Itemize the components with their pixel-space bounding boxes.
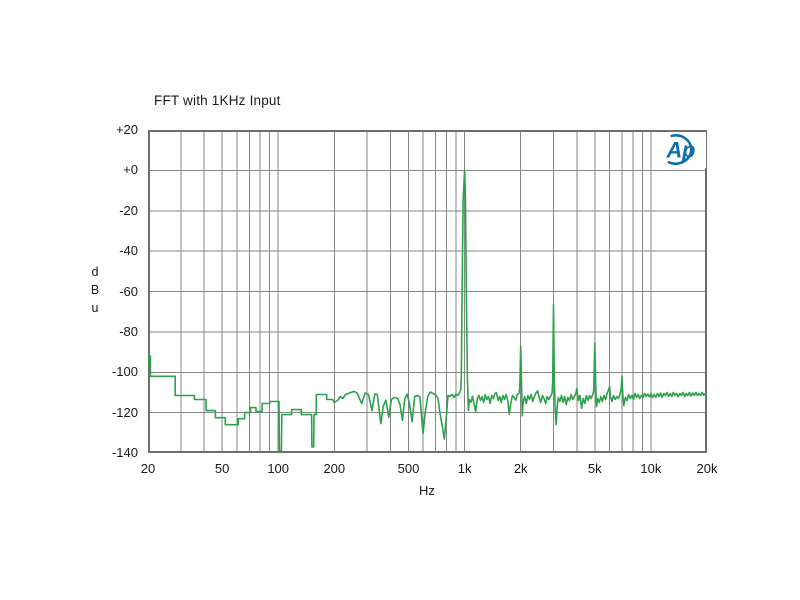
logo-swoosh-arc	[667, 133, 693, 165]
y-tick-label: -100	[111, 364, 138, 380]
y-tick-label: +20	[115, 122, 138, 137]
audio-precision-logo-mark: Ap	[665, 133, 695, 165]
x-tick-label: 500	[397, 461, 420, 476]
x-tick-label: 5k	[587, 461, 602, 476]
y-tick-label: -40	[119, 243, 138, 259]
x-tick-label: 20	[140, 461, 156, 476]
x-axis-tick-labels: 20 50 100 200 500 1k 2k 5k 10k 20k	[141, 461, 718, 477]
chart-title: FFT with 1KHz Input	[154, 93, 281, 108]
y-tick-label: -20	[119, 202, 138, 218]
y-tick-label: -120	[111, 404, 138, 420]
plot-frame	[148, 130, 707, 453]
y-tick-label: +0	[123, 162, 138, 178]
x-tick-label: 10k	[640, 461, 662, 476]
x-tick-label: 100	[267, 461, 290, 476]
fft-trace	[148, 169, 707, 452]
y-axis-unit-char: B	[90, 283, 100, 297]
y-axis-unit-label: d B u	[87, 263, 103, 317]
x-axis-unit-label: Hz	[419, 483, 435, 498]
fft-plot	[148, 130, 707, 453]
y-tick-label: -60	[119, 283, 138, 299]
y-tick-label: -80	[119, 323, 138, 339]
x-tick-label: 2k	[513, 461, 528, 476]
x-tick-label: 200	[323, 461, 346, 476]
x-tick-label: 1k	[457, 461, 472, 476]
x-tick-label: 50	[214, 461, 230, 476]
audio-precision-logo: Ap	[660, 131, 706, 168]
logo-text: Ap	[665, 137, 695, 162]
y-tick-label: -140	[111, 445, 138, 460]
y-axis-unit-char: u	[91, 301, 99, 315]
plot-area	[148, 130, 707, 453]
x-tick-label: 20k	[696, 461, 718, 476]
y-axis-unit-char: d	[91, 265, 99, 279]
y-axis-tick-labels: +20 +0 -20 -40 -60 -80 -100 -120 -140	[90, 122, 143, 460]
